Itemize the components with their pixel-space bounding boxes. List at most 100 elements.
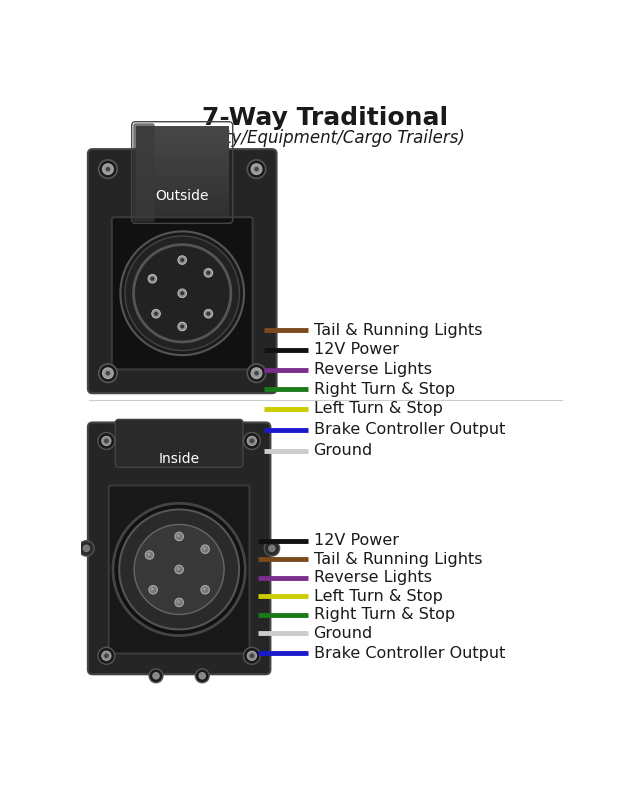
Circle shape: [201, 586, 210, 594]
Circle shape: [250, 654, 254, 658]
Circle shape: [251, 164, 262, 174]
Circle shape: [145, 550, 154, 559]
FancyBboxPatch shape: [112, 217, 253, 370]
Text: 7-Way Traditional: 7-Way Traditional: [203, 106, 448, 130]
Circle shape: [98, 647, 115, 664]
Bar: [135, 135, 229, 140]
Text: Right Turn & Stop: Right Turn & Stop: [314, 607, 455, 622]
Circle shape: [105, 371, 110, 375]
Circle shape: [177, 567, 180, 570]
Circle shape: [250, 438, 254, 443]
Circle shape: [198, 672, 206, 680]
Circle shape: [177, 534, 180, 538]
FancyBboxPatch shape: [109, 486, 250, 654]
Circle shape: [204, 269, 213, 277]
Circle shape: [247, 160, 266, 178]
Bar: [135, 140, 229, 144]
Circle shape: [203, 587, 206, 590]
Text: Left Turn & Stop: Left Turn & Stop: [314, 589, 443, 604]
Circle shape: [175, 566, 184, 574]
Text: Inside: Inside: [159, 452, 199, 466]
Bar: [135, 154, 229, 158]
Circle shape: [125, 236, 239, 350]
Circle shape: [102, 164, 113, 174]
Circle shape: [149, 669, 163, 682]
Circle shape: [175, 532, 184, 541]
Circle shape: [251, 368, 262, 378]
Bar: [135, 186, 229, 191]
Circle shape: [113, 503, 245, 635]
Bar: [135, 182, 229, 186]
Text: Brake Controller Output: Brake Controller Output: [314, 646, 505, 661]
Circle shape: [83, 545, 90, 552]
Text: Reverse Lights: Reverse Lights: [314, 570, 432, 586]
Bar: [135, 144, 229, 149]
Bar: [135, 130, 229, 135]
Circle shape: [264, 541, 279, 556]
Circle shape: [178, 256, 187, 264]
Text: (Utility/Equipment/Cargo Trailers): (Utility/Equipment/Cargo Trailers): [186, 129, 465, 146]
Circle shape: [180, 291, 184, 295]
Circle shape: [79, 541, 94, 556]
Text: Tail & Running Lights: Tail & Running Lights: [314, 322, 482, 338]
Bar: [135, 191, 229, 196]
Circle shape: [178, 289, 187, 298]
Circle shape: [152, 310, 160, 318]
Circle shape: [204, 310, 213, 318]
Circle shape: [268, 545, 276, 552]
Circle shape: [243, 433, 260, 450]
Circle shape: [119, 510, 239, 630]
Circle shape: [201, 545, 210, 554]
Text: 12V Power: 12V Power: [314, 342, 399, 358]
Bar: [135, 168, 229, 173]
Bar: [135, 206, 229, 210]
Circle shape: [154, 312, 158, 316]
Bar: [135, 210, 229, 215]
Circle shape: [102, 368, 113, 378]
Bar: [135, 149, 229, 154]
Bar: [135, 173, 229, 178]
Circle shape: [151, 587, 154, 590]
Circle shape: [180, 325, 184, 328]
Circle shape: [196, 669, 209, 682]
Circle shape: [203, 547, 206, 550]
Text: Left Turn & Stop: Left Turn & Stop: [314, 402, 443, 417]
Circle shape: [134, 525, 224, 614]
Bar: [135, 215, 229, 219]
Circle shape: [102, 651, 111, 661]
FancyBboxPatch shape: [88, 422, 271, 674]
Circle shape: [175, 598, 184, 606]
Text: Ground: Ground: [314, 443, 373, 458]
Circle shape: [121, 231, 244, 355]
Circle shape: [152, 672, 160, 680]
Circle shape: [98, 160, 117, 178]
Circle shape: [254, 167, 259, 171]
Text: Brake Controller Output: Brake Controller Output: [314, 422, 505, 438]
Bar: [135, 201, 229, 206]
FancyBboxPatch shape: [88, 149, 277, 394]
FancyBboxPatch shape: [133, 123, 155, 222]
Bar: [135, 126, 229, 130]
Circle shape: [104, 438, 109, 443]
Circle shape: [247, 651, 257, 661]
Text: 12V Power: 12V Power: [314, 534, 399, 548]
Circle shape: [178, 322, 187, 330]
Bar: [135, 178, 229, 182]
Text: Tail & Running Lights: Tail & Running Lights: [314, 552, 482, 566]
Circle shape: [149, 586, 157, 594]
Text: Ground: Ground: [314, 626, 373, 641]
Circle shape: [98, 433, 115, 450]
Circle shape: [206, 271, 210, 274]
Circle shape: [150, 277, 154, 281]
Circle shape: [147, 553, 150, 556]
Circle shape: [206, 312, 210, 316]
Text: Reverse Lights: Reverse Lights: [314, 362, 432, 377]
Bar: [135, 163, 229, 168]
Circle shape: [243, 647, 260, 664]
Circle shape: [98, 364, 117, 382]
Circle shape: [104, 654, 109, 658]
Circle shape: [105, 167, 110, 171]
Circle shape: [148, 274, 157, 283]
Circle shape: [247, 364, 266, 382]
Bar: [135, 158, 229, 163]
